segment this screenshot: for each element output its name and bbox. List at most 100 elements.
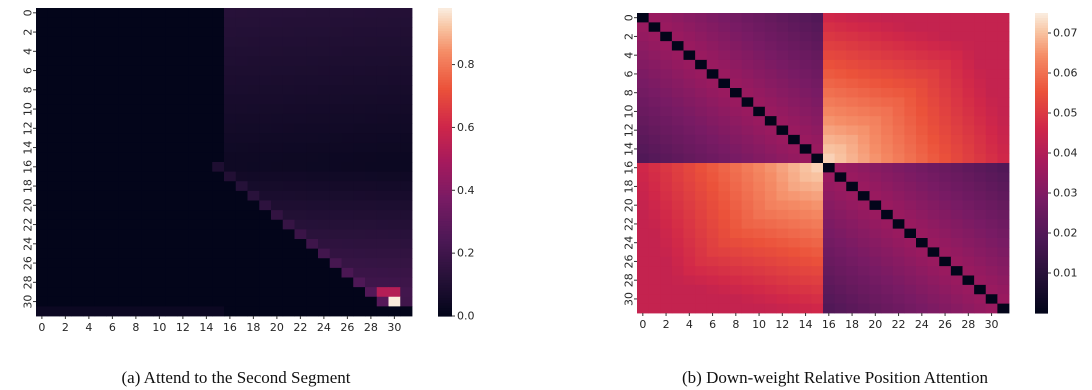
heatmap-cell <box>400 113 413 124</box>
heatmap-cell <box>141 306 154 317</box>
heatmap-cell <box>881 266 894 276</box>
heatmap-cell <box>904 238 917 248</box>
heatmap-cell <box>741 59 754 70</box>
heatmap-cell <box>224 296 237 307</box>
heatmap-cell <box>846 31 859 42</box>
heatmap-cell <box>153 36 166 47</box>
heatmap-cell <box>141 200 154 211</box>
heatmap-cell <box>683 172 696 183</box>
heatmap-cell <box>83 200 96 211</box>
heatmap-cell <box>730 106 743 117</box>
heatmap-cell <box>212 46 225 57</box>
heatmap-cell <box>318 123 331 134</box>
heatmap-cell <box>388 17 401 28</box>
heatmap-cell <box>388 277 401 288</box>
heatmap-cell <box>353 219 366 230</box>
colorbar-segment <box>438 138 452 143</box>
heatmap-cell <box>788 181 801 192</box>
heatmap-cell <box>974 172 987 183</box>
heatmap-cell <box>764 247 777 258</box>
colorbar-segment <box>1035 43 1048 47</box>
colorbar-segment <box>1035 228 1048 232</box>
heatmap-cell <box>834 209 847 220</box>
heatmap-cell <box>212 181 225 192</box>
heatmap-cell <box>47 190 60 201</box>
heatmap-cell <box>353 229 366 240</box>
heatmap-cell <box>846 59 859 70</box>
heatmap-cell <box>130 258 143 269</box>
heatmap-cell <box>235 85 248 96</box>
heatmap-cell <box>141 239 154 250</box>
heatmap-cell <box>306 219 319 230</box>
heatmap-cell <box>400 133 413 144</box>
heatmap-cell <box>212 229 225 240</box>
heatmap-cell <box>365 229 378 240</box>
colorbar-segment <box>438 259 452 263</box>
heatmap-cell <box>153 287 166 298</box>
heatmap-cell <box>811 172 824 183</box>
heatmap-cell <box>376 239 389 250</box>
heatmap-cell <box>294 239 307 250</box>
heatmap-cell <box>648 97 661 108</box>
heatmap-cell <box>904 256 917 267</box>
colorbar-segment <box>438 110 452 114</box>
heatmap-cell <box>811 31 824 42</box>
colorbar-segment <box>1035 120 1048 124</box>
colorbar-segment <box>1035 73 1048 77</box>
heatmap-cell <box>247 46 260 57</box>
heatmap-cell <box>974 153 987 164</box>
x-tick-label: 4 <box>85 321 92 334</box>
heatmap-cell <box>177 287 190 298</box>
heatmap-cell <box>71 65 84 76</box>
heatmap-cell <box>282 123 295 134</box>
colorbar-tick-label: 0.07 <box>1053 27 1078 40</box>
heatmap-cell <box>788 172 801 183</box>
heatmap-cell <box>776 134 789 145</box>
heatmap-cell <box>730 144 743 155</box>
heatmap-cell <box>247 65 260 76</box>
heatmap-cell <box>962 144 975 155</box>
heatmap-cell <box>376 190 389 201</box>
heatmap-cell <box>741 116 754 126</box>
heatmap-cell <box>927 116 940 126</box>
heatmap-cell <box>212 94 225 105</box>
heatmap-cell <box>141 152 154 163</box>
heatmap-cell <box>47 56 60 67</box>
heatmap-cell <box>235 258 248 269</box>
heatmap-cell <box>71 267 84 278</box>
heatmap-cell <box>376 219 389 230</box>
colorbar-segment <box>438 167 452 171</box>
heatmap-cell <box>329 306 342 317</box>
colorbar-segment <box>438 20 452 24</box>
heatmap-cell <box>741 256 754 267</box>
heatmap-cell <box>660 247 673 258</box>
heatmap-cell <box>834 284 847 295</box>
heatmap-cell <box>282 27 295 38</box>
heatmap-cell <box>47 152 60 163</box>
heatmap-cell <box>997 181 1010 192</box>
heatmap-cell <box>329 210 342 221</box>
heatmap-cell <box>753 172 766 183</box>
colorbar-segment <box>438 308 452 312</box>
heatmap-cell <box>834 247 847 258</box>
heatmap-cell <box>294 56 307 67</box>
heatmap-cell <box>695 31 708 42</box>
heatmap-cell <box>47 36 60 47</box>
heatmap-cell <box>177 85 190 96</box>
heatmap-cell <box>683 228 696 239</box>
x-tick-label: 12 <box>176 321 190 334</box>
colorbar-segment <box>438 154 452 158</box>
heatmap-cell <box>59 123 72 134</box>
heatmap-cell <box>188 190 201 201</box>
heatmap-cell <box>200 306 213 317</box>
heatmap-cell <box>212 287 225 298</box>
heatmap-cell <box>764 275 777 286</box>
heatmap-cell <box>962 97 975 108</box>
colorbar-segment <box>1035 205 1048 209</box>
heatmap-cell <box>106 219 119 230</box>
colorbar-segment <box>438 310 452 315</box>
heatmap-cell <box>788 13 801 23</box>
colorbar-segment <box>438 43 452 48</box>
heatmap-cell <box>188 113 201 124</box>
